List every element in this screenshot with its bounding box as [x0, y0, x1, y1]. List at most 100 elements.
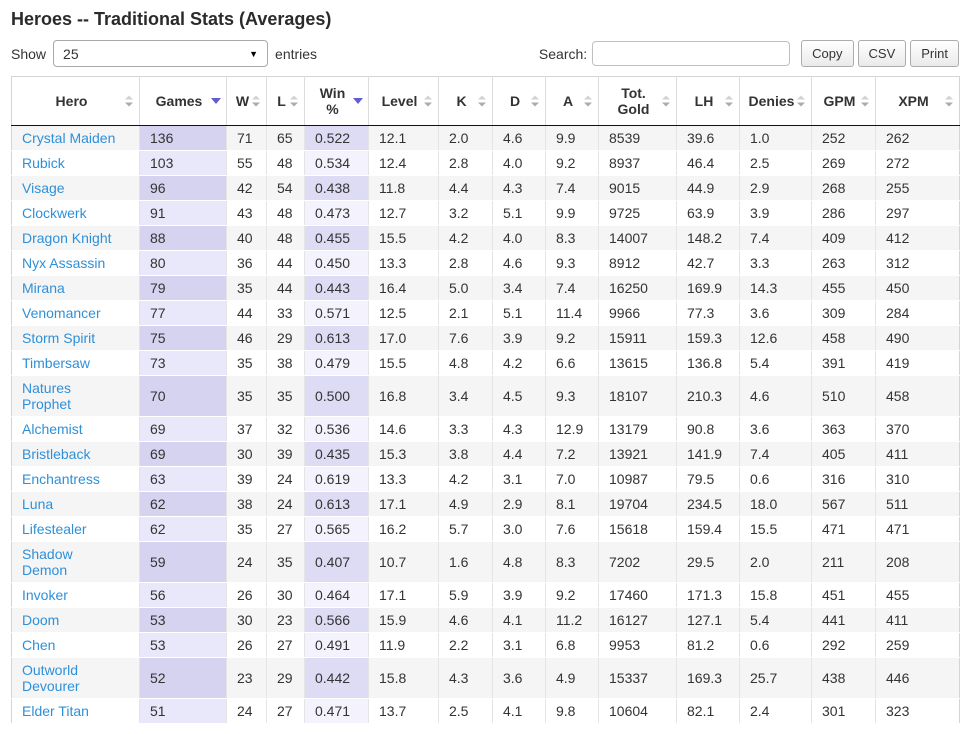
cell-denies: 4.6: [739, 375, 812, 417]
hero-link[interactable]: Visage: [22, 180, 65, 196]
column-header-win[interactable]: Win %: [304, 76, 369, 126]
cell-games: 53: [139, 607, 227, 633]
cell-games: 91: [139, 200, 227, 226]
hero-link[interactable]: Elder Titan: [22, 703, 89, 719]
cell-xpm: 312: [875, 250, 960, 276]
cell-xpm: 310: [875, 466, 960, 492]
cell-level: 12.4: [368, 150, 439, 176]
hero-link[interactable]: Crystal Maiden: [22, 130, 116, 146]
cell-games: 70: [139, 375, 227, 417]
column-header-level[interactable]: Level: [368, 76, 439, 126]
hero-link[interactable]: Alchemist: [22, 421, 83, 437]
hero-link[interactable]: Timbersaw: [22, 355, 90, 371]
cell-win: 0.450: [304, 250, 369, 276]
hero-link[interactable]: Storm Spirit: [22, 330, 96, 346]
cell-d: 5.1: [492, 200, 546, 226]
cell-tot-gold: 13179: [598, 416, 677, 442]
cell-level: 12.1: [368, 125, 439, 151]
sort-both-icon: [423, 95, 432, 107]
search-control: Search: Copy CSV Print: [539, 40, 959, 67]
cell-l: 29: [266, 325, 305, 351]
copy-button[interactable]: Copy: [801, 40, 854, 67]
cell-denies: 12.6: [739, 325, 812, 351]
cell-a: 9.9: [545, 200, 599, 226]
csv-button[interactable]: CSV: [857, 40, 907, 67]
column-header-games[interactable]: Games: [139, 76, 227, 126]
hero-link[interactable]: Lifestealer: [22, 521, 87, 537]
cell-a: 9.2: [545, 582, 599, 608]
hero-link[interactable]: Enchantress: [22, 471, 100, 487]
cell-denies: 5.4: [739, 350, 812, 376]
cell-l: 33: [266, 300, 305, 326]
cell-a: 7.2: [545, 441, 599, 467]
cell-lh: 171.3: [676, 582, 740, 608]
cell-d: 4.2: [492, 350, 546, 376]
cell-win: 0.613: [304, 491, 369, 517]
cell-gpm: 458: [811, 325, 876, 351]
cell-d: 3.9: [492, 325, 546, 351]
hero-link[interactable]: Invoker: [22, 587, 68, 603]
cell-k: 5.0: [438, 275, 493, 301]
column-header-w[interactable]: W: [226, 76, 267, 126]
hero-link[interactable]: Bristleback: [22, 446, 91, 462]
print-button[interactable]: Print: [910, 40, 959, 67]
hero-link[interactable]: Nyx Assassin: [22, 255, 106, 271]
cell-a: 6.8: [545, 632, 599, 658]
cell-k: 3.2: [438, 200, 493, 226]
hero-link[interactable]: Natures Prophet: [22, 380, 72, 412]
cell-tot-gold: 9966: [598, 300, 677, 326]
hero-link[interactable]: Outworld Devourer: [22, 662, 80, 694]
column-header-d[interactable]: D: [492, 76, 546, 126]
hero-link[interactable]: Mirana: [22, 280, 65, 296]
hero-link[interactable]: Shadow Demon: [22, 546, 73, 578]
column-header-tot-gold[interactable]: Tot. Gold: [598, 76, 677, 126]
cell-xpm: 323: [875, 698, 960, 724]
cell-denies: 7.4: [739, 225, 812, 251]
search-input[interactable]: [592, 41, 791, 66]
hero-link[interactable]: Chen: [22, 637, 56, 653]
cell-d: 3.9: [492, 582, 546, 608]
cell-xpm: 262: [875, 125, 960, 151]
cell-l: 29: [266, 657, 305, 699]
page-length-control: Show 25 ▼ entries: [11, 40, 317, 67]
cell-d: 2.9: [492, 491, 546, 517]
column-header-a[interactable]: A: [545, 76, 599, 126]
cell-hero: Invoker: [11, 582, 140, 608]
cell-win: 0.566: [304, 607, 369, 633]
hero-link[interactable]: Venomancer: [22, 305, 101, 321]
hero-link[interactable]: Dragon Knight: [22, 230, 112, 246]
sort-both-icon: [530, 95, 539, 107]
column-label: GPM: [823, 93, 856, 109]
cell-games: 88: [139, 225, 227, 251]
hero-link[interactable]: Rubick: [22, 155, 65, 171]
entries-select[interactable]: 25 ▼: [53, 40, 269, 67]
cell-level: 11.8: [368, 175, 439, 201]
cell-level: 17.1: [368, 491, 439, 517]
table-row: Chen 53 26 27 0.491 11.9 2.2 3.1 6.8 9953 81.2 0.6 2…: [11, 632, 960, 658]
cell-a: 9.3: [545, 250, 599, 276]
cell-win: 0.464: [304, 582, 369, 608]
cell-hero: Alchemist: [11, 416, 140, 442]
cell-w: 35: [226, 516, 267, 542]
table-row: Storm Spirit 75 46 29 0.613 17.0 7.6 3.9 9.2 1591…: [11, 325, 960, 351]
column-header-lh[interactable]: LH: [676, 76, 740, 126]
cell-xpm: 450: [875, 275, 960, 301]
table-row: Rubick 103 55 48 0.534 12.4 2.8 4.0 9.2 8937 46.4 2…: [11, 150, 960, 176]
column-header-gpm[interactable]: GPM: [811, 76, 876, 126]
column-header-denies[interactable]: Denies: [739, 76, 812, 126]
hero-link[interactable]: Luna: [22, 496, 54, 512]
table-row: Mirana 79 35 44 0.443 16.4 5.0 3.4 7.4 16250 169.9…: [11, 275, 960, 301]
cell-lh: 39.6: [676, 125, 740, 151]
cell-d: 4.8: [492, 541, 546, 583]
cell-denies: 2.9: [739, 175, 812, 201]
column-header-l[interactable]: L: [266, 76, 305, 126]
hero-link[interactable]: Doom: [22, 612, 60, 628]
column-header-k[interactable]: K: [438, 76, 493, 126]
hero-link[interactable]: Clockwerk: [22, 205, 87, 221]
cell-level: 12.7: [368, 200, 439, 226]
cell-gpm: 286: [811, 200, 876, 226]
cell-lh: 63.9: [676, 200, 740, 226]
column-header-hero[interactable]: Hero: [11, 76, 140, 126]
cell-l: 48: [266, 200, 305, 226]
column-header-xpm[interactable]: XPM: [875, 76, 960, 126]
